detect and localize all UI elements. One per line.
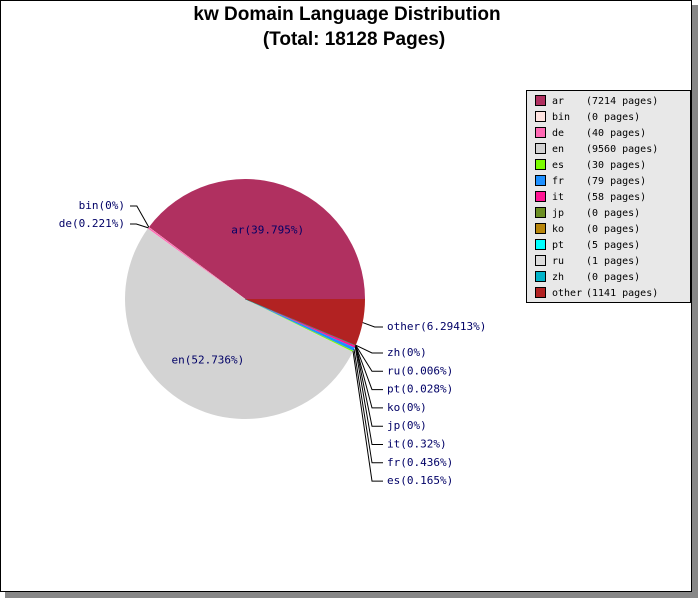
legend-label: (1141 pages) xyxy=(586,288,658,299)
slice-label: jp(0%) xyxy=(387,419,427,432)
leader-line xyxy=(130,205,150,228)
legend-name: fr xyxy=(552,176,564,187)
legend-label: (7214 pages) xyxy=(586,96,658,107)
legend-box xyxy=(526,90,691,303)
legend-label: (0 pages) xyxy=(586,224,640,235)
legend-label: (30 pages) xyxy=(586,160,646,171)
legend-label: (0 pages) xyxy=(586,208,640,219)
legend-label: (1 pages) xyxy=(586,256,640,267)
slice-label: pt(0.028%) xyxy=(387,383,453,396)
slice-label: ru(0.006%) xyxy=(387,364,453,377)
legend-name: en xyxy=(552,144,564,155)
slice-label: it(0.32%) xyxy=(387,438,447,451)
legend-name: zh xyxy=(552,272,564,283)
legend-swatch xyxy=(535,127,546,138)
leader-line xyxy=(355,345,383,427)
legend-swatch xyxy=(535,207,546,218)
pie-slice xyxy=(245,299,365,346)
slice-label: zh(0%) xyxy=(387,346,427,359)
slice-label: ar(39.795%) xyxy=(231,224,304,237)
legend-label: (0 pages) xyxy=(586,112,640,123)
legend-name: other xyxy=(552,288,582,299)
legend-name: jp xyxy=(552,208,564,219)
legend-label: (9560 pages) xyxy=(586,144,658,155)
leader-line xyxy=(355,345,383,391)
legend-swatch xyxy=(535,111,546,122)
leader-line xyxy=(353,349,383,464)
legend-label: (40 pages) xyxy=(586,128,646,139)
slice-label: ko(0%) xyxy=(387,401,427,414)
legend-swatch xyxy=(535,95,546,106)
leader-line xyxy=(355,344,383,354)
leader-line xyxy=(130,223,149,229)
legend-name: de xyxy=(552,128,564,139)
slice-label: de(0.221%) xyxy=(59,217,125,230)
legend-name: ko xyxy=(552,224,564,235)
legend-label: (5 pages) xyxy=(586,240,640,251)
slice-label: en(52.736%) xyxy=(171,354,244,367)
legend-label: (79 pages) xyxy=(586,176,646,187)
legend-name: ru xyxy=(552,256,564,267)
legend-swatch xyxy=(535,191,546,202)
legend-name: it xyxy=(552,192,564,203)
pie-slice xyxy=(245,299,356,348)
pie-slice xyxy=(125,228,353,419)
slice-label: fr(0.436%) xyxy=(387,456,453,469)
chart-title: kw Domain Language Distribution xyxy=(193,4,500,25)
leader-line xyxy=(352,351,383,482)
slice-label: es(0.165%) xyxy=(387,474,453,487)
legend-name: es xyxy=(552,160,564,171)
pie-slice xyxy=(245,299,355,351)
legend-swatch xyxy=(535,287,546,298)
legend-label: (0 pages) xyxy=(586,272,640,283)
pie-slice xyxy=(148,179,365,299)
leader-line xyxy=(355,345,383,409)
slice-label: other(6.29413%) xyxy=(387,320,486,333)
pie-slice xyxy=(147,227,245,299)
legend-name: bin xyxy=(552,112,570,123)
legend-name: ar xyxy=(552,96,564,107)
legend-swatch xyxy=(535,143,546,154)
legend-swatch xyxy=(535,159,546,170)
pie-slice xyxy=(245,299,354,352)
legend-label: (58 pages) xyxy=(586,192,646,203)
legend-name: pt xyxy=(552,240,564,251)
leader-line xyxy=(355,344,383,372)
leader-line xyxy=(362,322,383,328)
legend-swatch xyxy=(535,223,546,234)
legend-swatch xyxy=(535,175,546,186)
slice-label: bin(0%) xyxy=(79,199,125,212)
legend-swatch xyxy=(535,271,546,282)
legend-swatch xyxy=(535,255,546,266)
legend-swatch xyxy=(535,239,546,250)
leader-line xyxy=(354,346,383,445)
chart-subtitle: (Total: 18128 Pages) xyxy=(263,29,445,50)
